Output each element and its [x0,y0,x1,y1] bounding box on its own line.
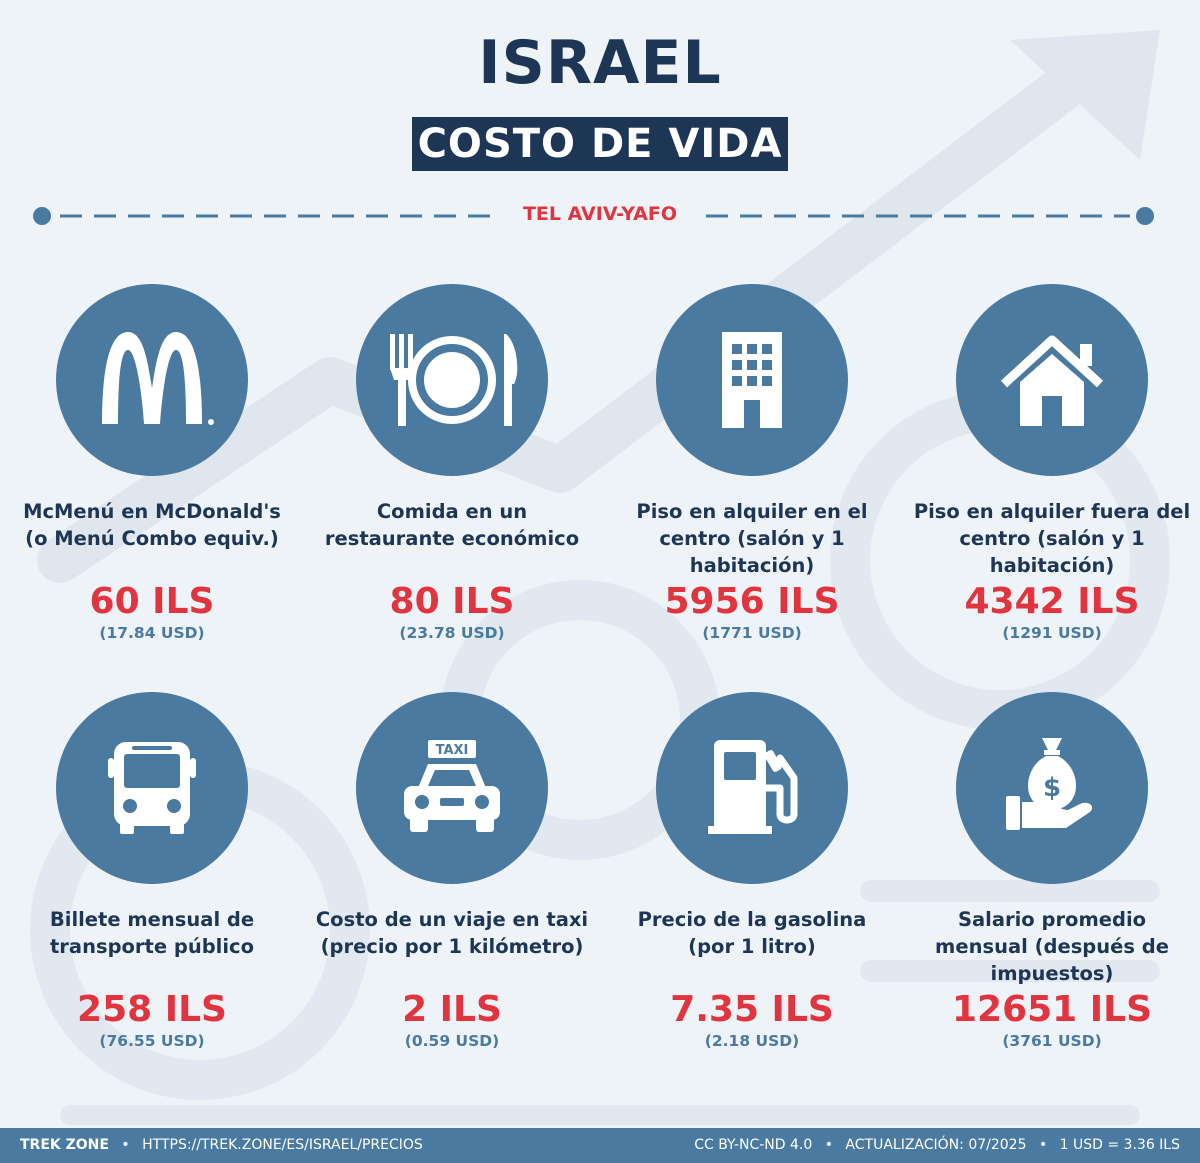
page-subtitle: COSTO DE VIDA [412,117,788,171]
item-price-usd: (76.55 USD) [99,1032,205,1050]
city-name: TEL AVIV-YAFO [495,203,705,225]
cost-item-mcmenu: McMenú en McDonald's (o Menú Combo equiv… [2,284,302,642]
svg-text:$: $ [1043,773,1061,803]
item-label: Salario promedio mensual (después de imp… [935,908,1169,985]
taxi-icon: TAXI [356,692,548,884]
item-price-ils: 4342 ILS [964,581,1140,622]
bus-icon [56,692,248,884]
footer-bar: TREK ZONE • HTTPS://TREK.ZONE/ES/ISRAEL/… [0,1128,1200,1163]
footer-update: ACTUALIZACIÓN: 07/2025 [845,1137,1027,1153]
item-label: Piso en alquiler en el centro (salón y 1… [636,500,868,577]
cost-item-salary: $ Salario promedio mensual (después de i… [902,692,1200,1050]
item-price-usd: (1771 USD) [702,624,802,642]
item-price-ils: 80 ILS [389,581,515,622]
footer-right: CC BY-NC-ND 4.0 • ACTUALIZACIÓN: 07/2025… [694,1137,1180,1153]
page-title: ISRAEL [478,28,722,98]
cost-item-transport: Billete mensual de transporte público 25… [2,692,302,1050]
cost-item-rent-center: Piso en alquiler en el centro (salón y 1… [602,284,902,642]
item-price-ils: 2 ILS [402,989,502,1030]
item-label: Comida en un restaurante económico [324,500,580,550]
item-price-ils: 5956 ILS [664,581,840,622]
cost-item-gasoline: Precio de la gasolina (por 1 litro) 7.35… [602,692,902,1050]
item-label: Billete mensual de transporte público [49,908,255,958]
item-price-ils: 60 ILS [89,581,215,622]
item-label: Costo de un viaje en taxi (precio por 1 … [315,908,589,958]
item-price-ils: 12651 ILS [951,989,1153,1030]
item-price-usd: (2.18 USD) [704,1032,800,1050]
taxi-sign-text: TAXI [436,743,469,758]
mcdonalds-logo-icon [56,284,248,476]
footer-exchange-rate: 1 USD = 3.36 ILS [1059,1137,1180,1153]
item-label: McMenú en McDonald's (o Menú Combo equiv… [23,500,281,550]
item-label: Precio de la gasolina (por 1 litro) [637,908,867,958]
item-price-ils: 7.35 ILS [670,989,834,1030]
item-price-ils: 258 ILS [77,989,227,1030]
footer-left: TREK ZONE • HTTPS://TREK.ZONE/ES/ISRAEL/… [20,1137,423,1153]
money-bag-hand-icon: $ [956,692,1148,884]
house-icon [956,284,1148,476]
fork-plate-knife-icon [356,284,548,476]
cost-item-restaurant: Comida en un restaurante económico 80 IL… [302,284,602,642]
item-price-usd: (17.84 USD) [99,624,205,642]
gas-pump-icon [656,692,848,884]
dashed-divider [33,207,1154,225]
item-price-usd: (3761 USD) [1002,1032,1102,1050]
cost-item-taxi: TAXI Costo de un viaje en taxi (precio p… [302,692,602,1050]
item-price-usd: (1291 USD) [1002,624,1102,642]
item-price-usd: (0.59 USD) [404,1032,500,1050]
footer-url-link[interactable]: HTTPS://TREK.ZONE/ES/ISRAEL/PRECIOS [142,1137,423,1153]
footer-brand: TREK ZONE [20,1137,109,1153]
footer-license: CC BY-NC-ND 4.0 [694,1137,813,1153]
cost-item-rent-outside: Piso en alquiler fuera del centro (salón… [902,284,1200,642]
item-label: Piso en alquiler fuera del centro (salón… [913,500,1191,577]
building-icon [656,284,848,476]
item-price-usd: (23.78 USD) [399,624,505,642]
